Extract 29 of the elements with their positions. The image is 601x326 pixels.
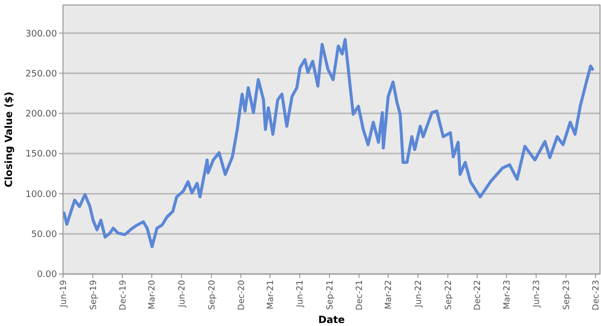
y-tick-label: 200.00	[26, 110, 58, 120]
y-tick-label: 100.00	[26, 190, 58, 200]
x-tick-label: Mar-22	[384, 280, 394, 310]
x-tick-label: Mar-23	[502, 280, 512, 310]
x-tick-label: Dec-22	[473, 280, 484, 310]
y-tick-label: 50.00	[31, 230, 58, 240]
y-tick-label: 250.00	[26, 69, 58, 80]
x-tick-label: Jun-22	[414, 280, 424, 308]
y-tick-label: 300.00	[26, 29, 58, 40]
x-tick-label: Sep-20	[207, 280, 218, 310]
x-tick-label: Jun-19	[58, 280, 69, 308]
x-tick-label: Sep-19	[88, 280, 99, 310]
x-tick-label: Mar-20	[148, 280, 158, 310]
x-tick-label: Sep-22	[444, 280, 454, 310]
x-tick-label: Dec-19	[118, 280, 128, 310]
y-tick-label: 150.00	[26, 150, 58, 160]
x-tick-label: Jun-20	[178, 280, 188, 308]
x-tick-label: Sep-23	[562, 280, 572, 310]
x-tick-label: Mar-21	[266, 280, 276, 310]
x-tick-label: Jun-23	[532, 280, 542, 308]
x-tick-label: Jun-21	[296, 280, 306, 308]
y-tick-label: 0.00	[36, 270, 58, 280]
x-tick-label: Dec-21	[355, 280, 366, 310]
x-tick-label: Sep-21	[326, 280, 336, 310]
x-tick-label: Dec-23	[591, 280, 601, 310]
x-axis-title: Date	[318, 315, 346, 326]
x-tick-label: Dec-20	[236, 280, 247, 310]
y-axis-title: Closing Value ($)	[4, 92, 15, 188]
line-series	[62, 38, 594, 248]
